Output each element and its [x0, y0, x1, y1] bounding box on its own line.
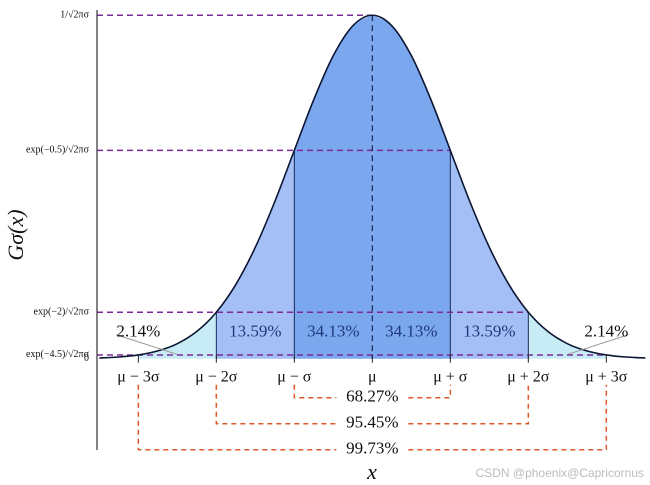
y-tick-label: exp(−0.5)/√2πσ: [26, 145, 90, 156]
band-label: 2.14%: [116, 322, 160, 341]
label-pointer: [116, 334, 178, 355]
y-tick-label: 1/√2πσ: [60, 10, 89, 21]
x-tick-label: μ + σ: [433, 368, 468, 385]
x-tick-label: μ − σ: [277, 368, 312, 385]
y-tick-label: exp(−4.5)/√2πσ: [26, 349, 90, 360]
y-tick-label: 0: [84, 353, 89, 364]
band-label: 2.14%: [584, 322, 628, 341]
density-curve: [99, 14, 646, 359]
range-label: 95.45%: [346, 413, 398, 432]
label-pointer: [567, 334, 629, 355]
x-tick-label: μ + 3σ: [585, 368, 628, 385]
band-label: 34.13%: [307, 322, 359, 341]
band-label: 34.13%: [385, 322, 437, 341]
range-bracket: [293, 384, 452, 399]
range-label: 68.27%: [346, 387, 398, 406]
x-axis-label: x: [366, 459, 377, 484]
band: [528, 312, 607, 359]
x-tick-label: μ: [368, 368, 377, 385]
band: [294, 15, 373, 359]
x-tick-label: μ + 2σ: [507, 368, 550, 385]
y-axis-label: Gσ(x): [3, 209, 28, 260]
x-tick-label: μ − 2σ: [195, 368, 238, 385]
band: [138, 312, 217, 359]
watermark: CSDN @phoenix@Capricornus: [476, 466, 644, 480]
range-bracket: [215, 384, 530, 425]
x-tick-label: μ − 3σ: [117, 368, 160, 385]
range-bracket: [137, 384, 608, 451]
range-label: 99.73%: [346, 439, 398, 458]
band: [372, 15, 451, 359]
y-tick-label: exp(−2)/√2πσ: [34, 307, 90, 318]
band-label: 13.59%: [463, 322, 515, 341]
band-label: 13.59%: [229, 322, 281, 341]
